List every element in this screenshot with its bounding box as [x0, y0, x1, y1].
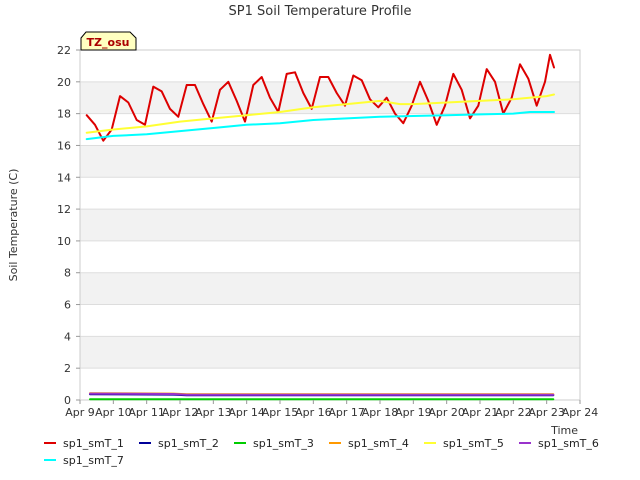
background-band [80, 304, 580, 337]
legend-swatch [234, 442, 246, 444]
legend-label: sp1_smT_7 [63, 453, 124, 467]
x-tick-label: Apr 9 [65, 406, 95, 419]
background-band [80, 50, 580, 82]
x-tick-label: Apr 10 [95, 406, 132, 419]
x-tick-label: Apr 21 [462, 406, 499, 419]
y-tick-label: 16 [57, 139, 71, 152]
legend-item-sp1-smT-5: sp1_smT_5 [424, 436, 504, 450]
legend-label: sp1_smT_6 [538, 436, 599, 450]
legend-swatch [519, 442, 531, 444]
y-tick-label: 2 [64, 362, 71, 375]
legend-label: sp1_smT_1 [63, 436, 124, 450]
x-tick-label: Apr 11 [128, 406, 165, 419]
legend-swatch [44, 442, 56, 444]
series-line-sp1-smT-1 [85, 53, 555, 142]
legend-swatch [329, 442, 341, 444]
legend-label: sp1_smT_2 [158, 436, 219, 450]
x-tick-label: Apr 15 [262, 406, 299, 419]
y-tick-label: 0 [64, 394, 71, 407]
y-tick-label: 20 [57, 76, 71, 89]
legend-label: sp1_smT_5 [443, 436, 504, 450]
x-tick-label: Apr 17 [328, 406, 365, 419]
legend-item-sp1-smT-6: sp1_smT_6 [519, 436, 599, 450]
series-line-sp1-smT-7 [85, 111, 555, 141]
gridlines [80, 49, 580, 401]
legend-swatch [44, 459, 56, 461]
series-layer [85, 53, 555, 401]
x-axis-title: Time [550, 424, 578, 437]
y-tick-label: 14 [57, 171, 71, 184]
y-tick-label: 6 [64, 299, 71, 312]
x-tick-label: Apr 18 [362, 406, 399, 419]
background-band [80, 272, 580, 305]
legend-swatch [139, 442, 151, 444]
legend: sp1_smT_1 sp1_smT_2 sp1_smT_3 sp1_smT_4 sp1_… [0, 436, 640, 472]
x-tick-label: Apr 12 [162, 406, 199, 419]
y-tick-label: 4 [64, 330, 71, 343]
y-tick-label: 12 [57, 203, 71, 216]
x-tick-label: Apr 13 [195, 406, 232, 419]
legend-item-sp1-smT-3: sp1_smT_3 [234, 436, 314, 450]
annotation-box [80, 31, 137, 51]
annotation-label: TZ_osu [87, 36, 130, 49]
x-tick-label: Apr 23 [528, 406, 565, 419]
y-tick-label: 8 [64, 267, 71, 280]
x-tick-label: Apr 20 [428, 406, 465, 419]
legend-item-sp1-smT-1: sp1_smT_1 [44, 436, 124, 450]
legend-item-sp1-smT-2: sp1_smT_2 [139, 436, 219, 450]
x-tick-label: Apr 24 [562, 406, 599, 419]
legend-label: sp1_smT_4 [348, 436, 409, 450]
y-tick-label: 18 [57, 108, 71, 121]
legend-item-sp1-smT-7: sp1_smT_7 [44, 453, 124, 467]
background-band [80, 145, 580, 178]
legend-item-sp1-smT-4: sp1_smT_4 [329, 436, 409, 450]
x-tick-label: Apr 16 [295, 406, 332, 419]
y-tick-label: 10 [57, 235, 71, 248]
legend-label: sp1_smT_3 [253, 436, 314, 450]
x-tick-label: Apr 14 [228, 406, 265, 419]
tz-annotation: TZ_osu [80, 31, 137, 51]
chart-title: SP1 Soil Temperature Profile [229, 4, 412, 19]
series-line-sp1-smT-5 [85, 93, 555, 134]
x-tick-label: Apr 19 [395, 406, 432, 419]
y-axis-ticks: 0 2 4 6 8 10 12 14 16 18 20 22 [57, 44, 80, 407]
background-band [80, 177, 580, 210]
y-axis-title: Soil Temperature (C) [7, 169, 20, 282]
legend-swatch [424, 442, 436, 444]
x-tick-label: Apr 22 [495, 406, 532, 419]
background-band [80, 240, 580, 273]
y-tick-label: 22 [57, 44, 71, 57]
series-line-sp1-smT-6 [89, 392, 555, 396]
background-bands [80, 50, 580, 400]
background-band [80, 336, 580, 369]
background-band [80, 209, 580, 241]
